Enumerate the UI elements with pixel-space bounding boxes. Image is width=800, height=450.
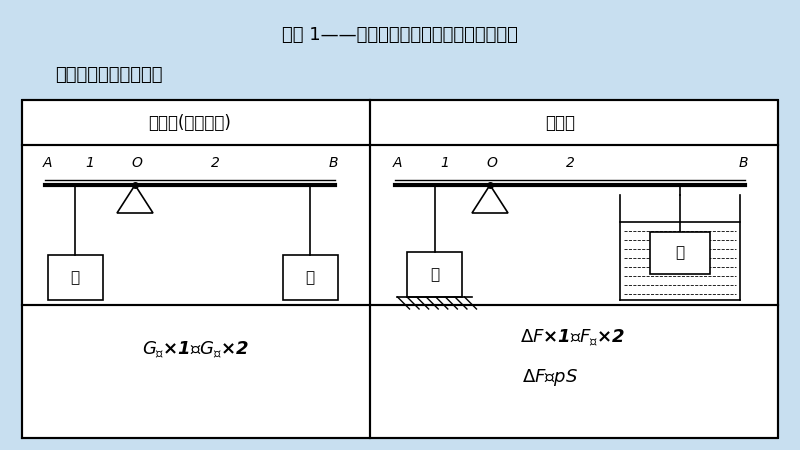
Text: $\Delta F$＝$pS$: $\Delta F$＝$pS$ [522, 368, 578, 388]
Text: B: B [328, 156, 338, 170]
Text: 1: 1 [86, 156, 94, 170]
Text: $G_{甲}$×1＝$G_{乙}$×2: $G_{甲}$×1＝$G_{乙}$×2 [142, 340, 248, 360]
Bar [650, 232, 710, 274]
Text: 空气中(未浸没时): 空气中(未浸没时) [149, 114, 231, 132]
Text: 甲: 甲 [70, 270, 79, 285]
Text: A: A [42, 156, 52, 170]
Text: 浸没时: 浸没时 [545, 114, 575, 132]
Text: $\Delta F$×1＝$F_{浮}$×2: $\Delta F$×1＝$F_{浮}$×2 [521, 328, 626, 348]
Text: B: B [738, 156, 748, 170]
Text: 2: 2 [210, 156, 219, 170]
Text: 乙: 乙 [306, 270, 314, 285]
Bar [22, 100, 778, 438]
Text: 技巧 1——构建模型、画好图形：把文字变成: 技巧 1——构建模型、画好图形：把文字变成 [282, 26, 518, 44]
Text: 1: 1 [441, 156, 450, 170]
Bar [282, 255, 338, 300]
Text: A: A [392, 156, 402, 170]
Text: 甲: 甲 [430, 267, 439, 282]
Text: O: O [486, 156, 498, 170]
Text: O: O [131, 156, 142, 170]
Bar [47, 255, 102, 300]
Text: 2: 2 [566, 156, 574, 170]
Bar [407, 252, 462, 297]
Text: 图形，化抽象为形象。: 图形，化抽象为形象。 [55, 66, 162, 84]
Text: 乙: 乙 [675, 246, 685, 261]
